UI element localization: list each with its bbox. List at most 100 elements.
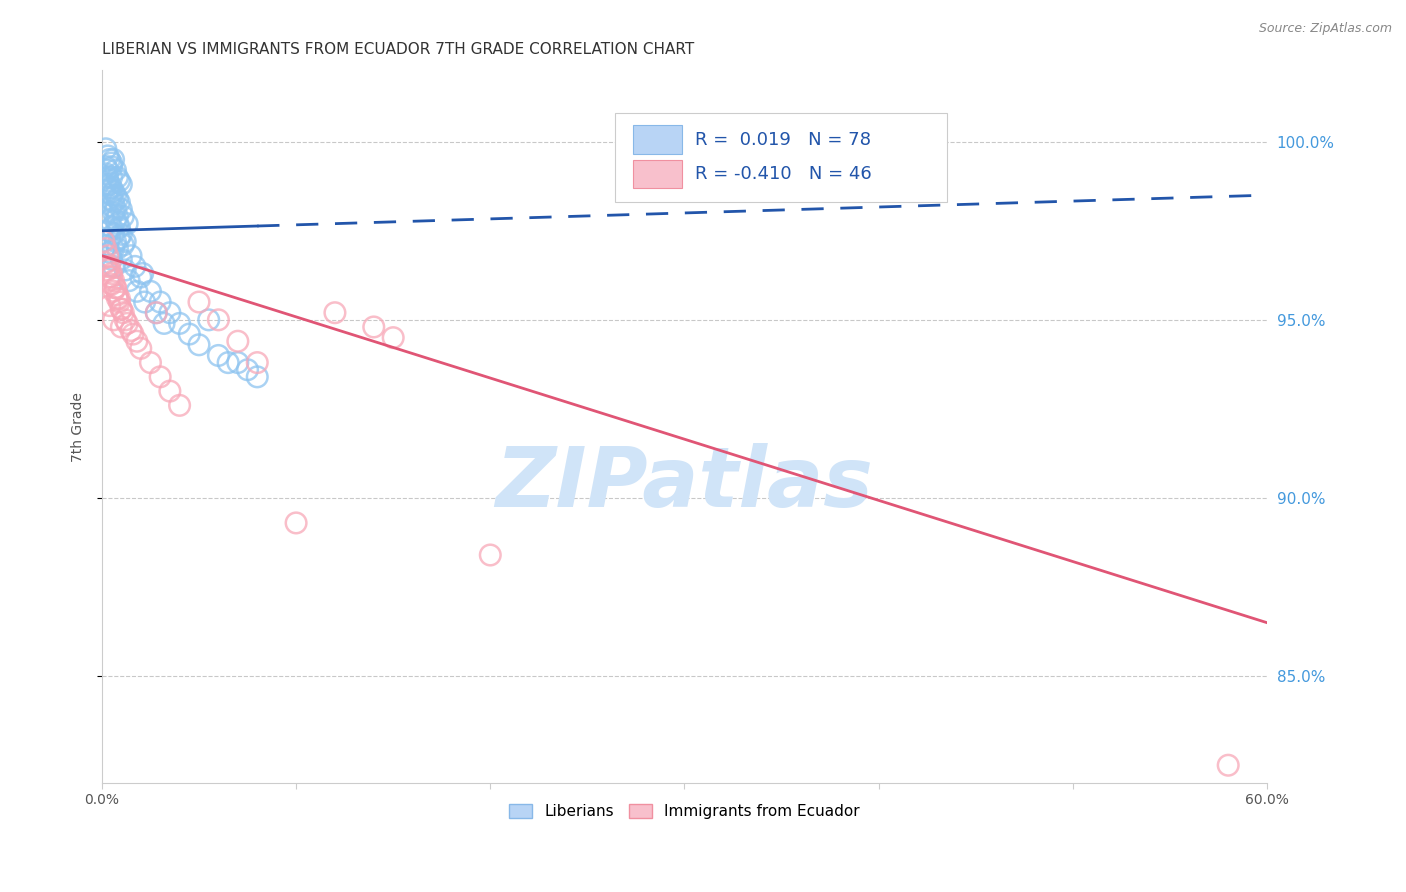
Point [131,267,153,281]
Point [153,317,176,331]
Point [103,313,125,327]
Point [98,153,121,167]
Point [110,227,132,242]
Text: Source: ZipAtlas.com: Source: ZipAtlas.com [1258,22,1392,36]
Point [100,252,122,267]
Point [114,263,136,277]
Point [125,285,148,299]
Point [145,306,167,320]
Point [246,369,269,384]
Point [103,285,125,299]
Point [97,163,120,178]
Point [97,174,120,188]
Point [103,195,125,210]
Point [149,295,172,310]
Point [112,238,135,252]
Point [94,160,117,174]
Point [94,178,117,192]
Point [159,384,181,398]
Point [323,306,346,320]
Point [124,260,146,274]
Point [100,277,122,292]
Point [97,263,120,277]
Point [97,206,120,220]
Point [104,163,127,178]
Point [129,342,152,356]
Point [108,231,131,245]
FancyBboxPatch shape [633,160,682,188]
Point [98,181,121,195]
Point [145,306,167,320]
Point [169,398,191,412]
Point [94,167,117,181]
Point [479,548,502,562]
Point [112,210,135,224]
Text: R =  0.019   N = 78: R = 0.019 N = 78 [695,130,870,149]
Point [207,349,229,363]
FancyBboxPatch shape [614,113,946,202]
Point [98,270,121,285]
Point [103,227,125,242]
Point [122,327,145,342]
Point [139,356,162,370]
Point [104,188,127,202]
Point [100,181,122,195]
Point [129,270,152,285]
Point [110,302,132,317]
Point [103,260,125,274]
Point [197,313,219,327]
Point [98,260,121,274]
Point [107,170,129,185]
Point [94,142,117,156]
Point [114,313,136,327]
Point [110,202,132,217]
Point [100,199,122,213]
Point [104,281,127,295]
Point [108,295,131,310]
Point [236,362,259,376]
Point [188,338,211,352]
Point [120,324,142,338]
Point [100,220,122,235]
Point [98,231,121,245]
Y-axis label: 7th Grade: 7th Grade [72,392,86,462]
Point [94,242,117,256]
Point [246,356,269,370]
Point [120,249,142,263]
Point [97,149,120,163]
Point [97,224,120,238]
Point [103,274,125,288]
Point [207,313,229,327]
Point [159,306,181,320]
Point [100,267,122,281]
Point [108,220,131,235]
Point [97,249,120,263]
Point [97,238,120,252]
Point [108,174,131,188]
Point [226,356,249,370]
Point [98,192,121,206]
Point [110,252,132,267]
Point [114,235,136,249]
Point [93,235,115,249]
Point [134,295,156,310]
Point [118,274,141,288]
Point [104,213,127,227]
Point [97,185,120,199]
Point [115,217,138,231]
Point [382,331,405,345]
Point [100,170,122,185]
Point [103,242,125,256]
Point [107,192,129,206]
Legend: Liberians, Immigrants from Ecuador: Liberians, Immigrants from Ecuador [503,798,866,825]
Point [188,295,211,310]
Point [100,160,122,174]
Point [115,317,138,331]
Point [179,327,201,342]
Point [125,334,148,349]
Point [108,195,131,210]
Point [108,292,131,306]
Point [104,281,127,295]
Point [100,188,122,202]
Point [217,356,239,370]
